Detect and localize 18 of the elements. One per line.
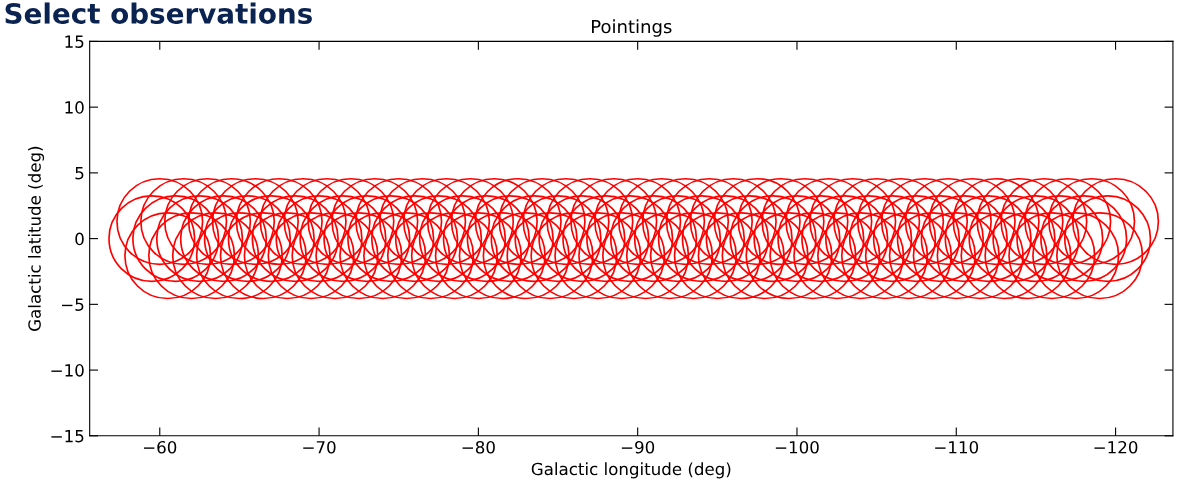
x-axis-title: Galactic longitude (deg)	[531, 462, 731, 479]
x-tick-label: −70	[303, 440, 336, 454]
y-tick-label: −5	[62, 298, 84, 311]
chart-title: Pointings	[592, 19, 672, 37]
x-tick-label: −120	[1094, 440, 1138, 454]
x-tick-label: −100	[775, 440, 819, 454]
x-tick-label: −110	[935, 440, 979, 454]
x-tick-label: −80	[462, 440, 495, 454]
y-tick-label: −15	[51, 429, 84, 443]
y-tick-label: 0	[75, 232, 84, 246]
y-tick-label: 15	[65, 35, 84, 48]
x-tick-label: −60	[143, 440, 177, 454]
y-tick-label: 10	[65, 101, 84, 114]
text: Select observations	[5, 2, 312, 24]
y-tick-label: −10	[51, 364, 84, 377]
y-tick-label: 5	[75, 167, 84, 180]
y-axis-title: Galactic latitude (deg)	[27, 146, 45, 331]
x-tick-label: −90	[621, 440, 655, 454]
